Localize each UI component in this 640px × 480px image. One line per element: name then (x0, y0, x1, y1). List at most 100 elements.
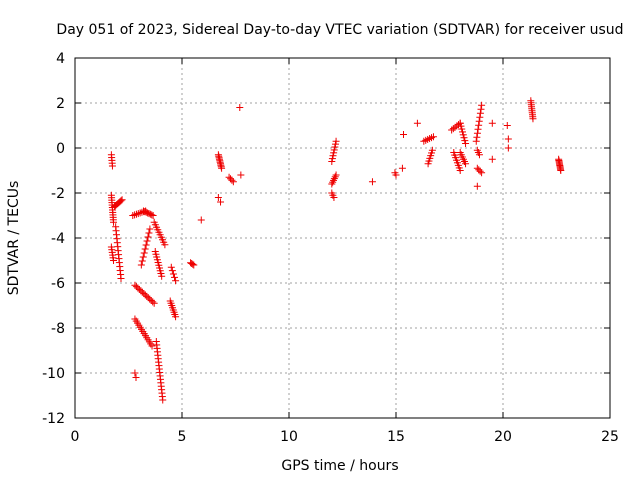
y-tick-label: 2 (56, 96, 65, 112)
data-point (429, 133, 437, 141)
data-point (458, 125, 466, 133)
data-point (158, 272, 166, 280)
data-point (218, 164, 226, 172)
data-point (473, 129, 481, 137)
data-point (329, 178, 337, 186)
data-point (477, 105, 485, 113)
data-point (456, 119, 464, 127)
data-point (462, 160, 470, 168)
data-point (159, 396, 167, 404)
data-point (143, 237, 151, 245)
data-point (459, 131, 467, 139)
x-tick-label: 5 (178, 429, 187, 445)
data-point (504, 135, 512, 143)
x-tick-label: 0 (71, 429, 80, 445)
data-point (189, 260, 197, 268)
data-point (161, 241, 169, 249)
y-axis-label: SDTVAR / TECUs (6, 181, 22, 296)
data-point (488, 155, 496, 163)
data-point (142, 241, 150, 249)
data-point (169, 270, 177, 278)
data-point (476, 109, 484, 117)
data-point (460, 134, 468, 142)
y-tick-label: 4 (56, 51, 65, 67)
y-tick-label: -10 (42, 366, 65, 382)
x-axis-ticks: 0 5 10 15 20 25 (71, 58, 619, 445)
data-point (132, 210, 140, 218)
data-point (149, 298, 157, 306)
data-point (557, 167, 565, 174)
data-point (399, 131, 407, 138)
data-point (140, 249, 148, 257)
data-point (229, 178, 237, 186)
data-point (473, 164, 481, 172)
data-point (330, 149, 338, 157)
data-point (488, 119, 496, 127)
y-tick-label: -12 (42, 411, 65, 427)
data-point (144, 233, 152, 241)
data-point (150, 299, 158, 307)
data-point (227, 175, 235, 183)
data-point (398, 164, 406, 172)
chart-title: Day 051 of 2023, Sidereal Day-to-day VTE… (56, 22, 623, 38)
data-point (148, 211, 156, 219)
data-points (107, 97, 565, 404)
data-point (330, 176, 338, 184)
data-point (475, 166, 483, 174)
data-point (473, 133, 481, 141)
data-point (428, 146, 436, 154)
data-point (475, 121, 483, 129)
data-point (236, 104, 244, 111)
data-point (225, 173, 233, 181)
data-point (146, 225, 154, 233)
data-point (392, 171, 400, 179)
data-point (149, 212, 157, 219)
data-point (136, 209, 144, 217)
data-point (110, 257, 118, 264)
data-point (329, 152, 337, 160)
data-point (529, 115, 537, 123)
x-tick-label: 20 (494, 429, 512, 445)
y-axis-ticks: -12 -10 -8 -6 -4 -2 0 2 4 (42, 51, 610, 427)
data-point (475, 117, 483, 125)
data-point (139, 253, 147, 261)
data-point (108, 162, 116, 170)
data-point (462, 140, 470, 147)
data-point (118, 196, 126, 204)
data-point (141, 245, 149, 253)
data-point (214, 194, 222, 201)
data-point (148, 342, 156, 350)
data-point (237, 171, 245, 179)
data-point (458, 128, 466, 136)
x-axis-label: GPS time / hours (281, 458, 398, 474)
data-point (413, 119, 421, 127)
y-tick-label: 0 (56, 141, 65, 157)
data-point (172, 313, 180, 321)
data-point (197, 216, 205, 224)
y-tick-label: -8 (51, 321, 65, 337)
data-point (145, 229, 153, 237)
data-point (473, 182, 481, 190)
data-point (117, 197, 125, 205)
data-point (476, 167, 484, 175)
y-tick-label: -6 (51, 276, 65, 292)
data-point (132, 374, 140, 381)
data-point (503, 122, 511, 129)
data-point (472, 137, 480, 145)
data-point (476, 113, 484, 121)
data-point (456, 167, 464, 174)
data-point (110, 218, 118, 226)
data-point (171, 273, 179, 281)
data-point (331, 140, 339, 148)
data-point (172, 277, 180, 285)
data-point (168, 267, 176, 275)
data-point (457, 122, 465, 130)
data-point (474, 125, 482, 133)
data-point (167, 263, 175, 271)
data-point (330, 146, 338, 154)
data-point (131, 369, 139, 377)
data-point (368, 178, 376, 186)
data-point (328, 180, 336, 188)
data-point (328, 155, 336, 163)
